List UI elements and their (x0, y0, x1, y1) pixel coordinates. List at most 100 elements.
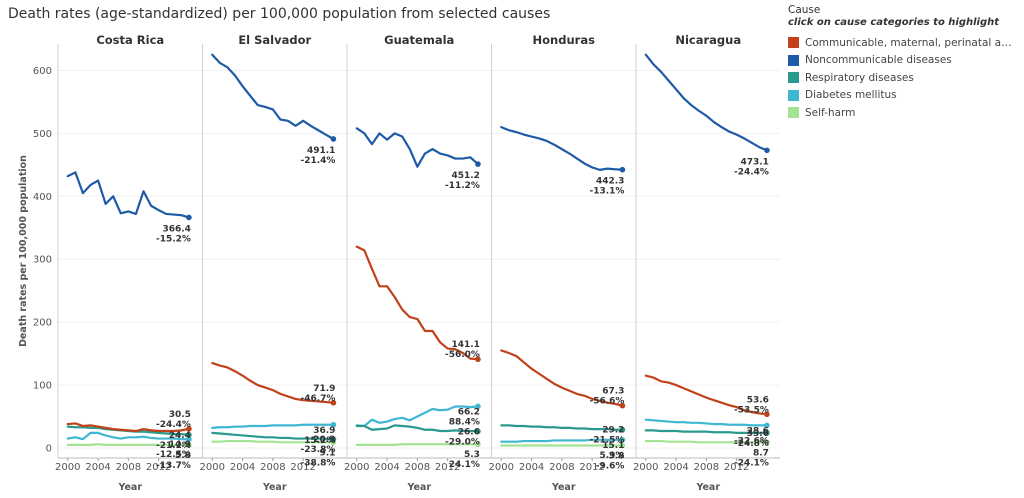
series-end-point[interactable] (330, 436, 337, 442)
end-change-label: 24.1% (449, 460, 480, 470)
end-value-label: 66.2 (458, 407, 480, 417)
series-end-point[interactable] (475, 403, 481, 410)
end-change-label: -13.1% (589, 187, 624, 197)
x-tick-label: 2012 (146, 462, 171, 473)
series-line[interactable] (644, 53, 769, 152)
series-line[interactable] (66, 422, 191, 433)
end-change-label: -23.8% (300, 445, 335, 455)
legend-item[interactable]: Noncommunicable diseases (788, 52, 1024, 70)
legend-title: Cause (788, 4, 821, 16)
series-end-point[interactable] (186, 426, 192, 432)
end-value-label: 442.3 (596, 177, 624, 187)
panel-title: El Salvador (238, 33, 311, 47)
end-change-label: -24.8% (734, 439, 769, 449)
series-end-point[interactable] (764, 422, 770, 429)
x-tick-label: 2004 (519, 462, 544, 473)
end-change-label: 15.2% (304, 436, 335, 446)
end-value-label: 24.4 (169, 431, 191, 441)
series-line[interactable] (500, 424, 624, 431)
series-end-point[interactable] (186, 442, 192, 448)
y-axis-title: Death rates per 100,000 population (18, 155, 29, 347)
series-end-point[interactable] (475, 161, 481, 167)
end-change-label: -53.5% (734, 405, 769, 415)
end-change-label: -22.6% (734, 436, 769, 446)
series-end-point[interactable] (619, 442, 626, 449)
end-value-label: 20.9 (313, 435, 335, 445)
x-axis-title: Year (406, 482, 431, 493)
end-value-label: 28.6 (747, 426, 769, 436)
series-line[interactable] (211, 361, 335, 404)
series-end-point[interactable] (475, 428, 481, 435)
series-end-point[interactable] (475, 441, 481, 448)
series-line[interactable] (644, 374, 769, 416)
x-axis-title: Year (262, 482, 287, 493)
series-end-point[interactable] (186, 431, 192, 438)
series-end-point[interactable] (186, 214, 192, 221)
series-line[interactable] (500, 438, 624, 443)
series-line[interactable] (211, 53, 335, 141)
end-value-label: 8.7 (753, 448, 769, 458)
x-tick-label: 2008 (694, 462, 719, 473)
end-change-label: -38.8% (300, 458, 335, 468)
x-tick-label: 2000 (344, 462, 369, 473)
end-change-label: -29.0% (445, 437, 480, 447)
end-value-label: 26.6 (458, 427, 480, 437)
series-line[interactable] (644, 418, 769, 427)
series-end-point[interactable] (764, 411, 770, 418)
legend: Cause click on cause categories to highl… (788, 4, 1024, 122)
series-line[interactable] (355, 443, 480, 446)
y-tick-label: 300 (33, 255, 52, 266)
series-end-point[interactable] (619, 166, 626, 173)
legend-label: Respiratory diseases (805, 71, 914, 84)
x-axis-title: Year (117, 482, 142, 493)
series-line[interactable] (644, 439, 769, 444)
series-line[interactable] (211, 431, 335, 441)
legend-label: Self-harm (805, 106, 856, 119)
end-value-label: 33.6 (747, 429, 769, 439)
series-line[interactable] (500, 349, 624, 407)
chart-canvas: Death rates per 100,000 population 0 100 20… (18, 33, 780, 493)
series-line[interactable] (66, 171, 191, 219)
end-change-label: -56.0% (445, 350, 480, 360)
series-end-point[interactable] (764, 430, 770, 436)
end-change-label: -21.5% (589, 436, 624, 446)
series-line[interactable] (644, 429, 769, 434)
series-end-point[interactable] (619, 437, 626, 443)
chart-title: Death rates (age-standardized) per 100,0… (8, 6, 551, 22)
legend-label: Diabetes mellitus (805, 89, 897, 102)
series-line[interactable] (66, 443, 191, 446)
series-line[interactable] (66, 431, 191, 441)
y-tick-label: 400 (33, 192, 52, 203)
series-end-point[interactable] (475, 356, 481, 363)
series-end-point[interactable] (330, 399, 337, 406)
legend-item[interactable]: Respiratory diseases (788, 69, 1024, 87)
end-value-label: 473.1 (740, 157, 768, 167)
x-tick-label: 2004 (663, 462, 688, 473)
series-line[interactable] (355, 405, 480, 428)
x-tick-label: 2000 (633, 462, 658, 473)
end-change-label: -24.4% (156, 420, 191, 430)
series-line[interactable] (211, 439, 335, 444)
x-tick-label: 2012 (435, 462, 460, 473)
end-change-label: -21.4% (300, 156, 335, 166)
legend-item[interactable]: Communicable, maternal, perinatal and ..… (788, 34, 1024, 52)
series-line[interactable] (211, 423, 335, 429)
series-line[interactable] (355, 245, 480, 361)
series-end-point[interactable] (619, 402, 626, 409)
series-end-point[interactable] (619, 426, 626, 433)
series-end-point[interactable] (764, 147, 770, 154)
legend-item[interactable]: Diabetes mellitus (788, 87, 1024, 105)
x-tick-label: 2004 (374, 462, 399, 473)
series-line[interactable] (500, 125, 624, 171)
legend-swatch (788, 89, 799, 101)
legend-swatch (788, 107, 799, 119)
series-end-point[interactable] (330, 421, 337, 428)
x-tick-label: 2008 (405, 462, 430, 473)
series-end-point[interactable] (186, 436, 192, 442)
series-line[interactable] (355, 424, 480, 433)
x-tick-label: 2008 (549, 462, 574, 473)
series-end-point[interactable] (330, 136, 337, 142)
series-line[interactable] (355, 127, 480, 168)
series-end-point[interactable] (764, 439, 770, 446)
legend-item[interactable]: Self-harm (788, 104, 1024, 122)
